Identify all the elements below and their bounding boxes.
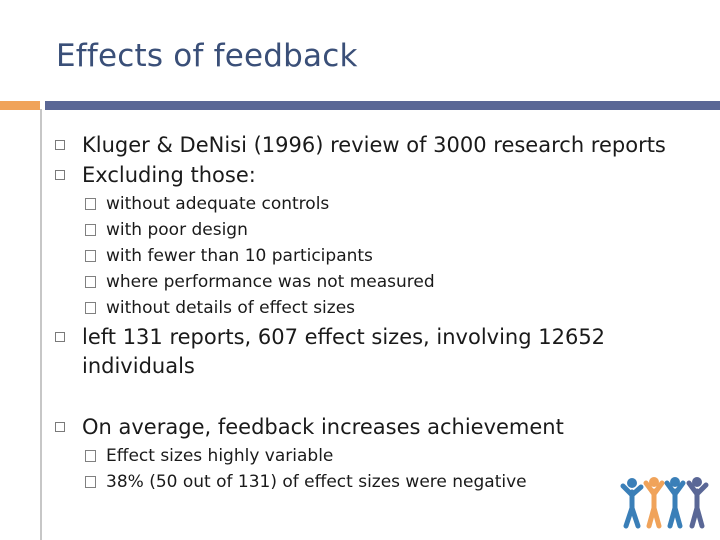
bullet-text: Excluding those: (82, 163, 256, 187)
sub-bullet-text: without details of effect sizes (106, 298, 356, 318)
bullet-text: left 131 reports, 607 effect sizes, invo… (82, 325, 606, 378)
square-bullet-icon (55, 140, 65, 150)
square-bullet-icon (85, 450, 96, 462)
square-bullet-icon (85, 476, 96, 488)
sub-bullet-text: Effect sizes highly variable (106, 446, 334, 466)
sub-bullet-item: with fewer than 10 participants (85, 243, 373, 269)
sub-bullet-text: 38% (50 out of 131) of effect sizes were… (106, 472, 527, 492)
square-bullet-icon (55, 170, 65, 180)
slide-title: Effects of feedback (56, 38, 358, 74)
sub-bullet-item: with poor design (85, 217, 248, 243)
title-rule (45, 101, 720, 110)
bullet-text: Kluger & DeNisi (1996) review of 3000 re… (82, 133, 666, 157)
square-bullet-icon (55, 422, 65, 432)
sub-bullet-text: with poor design (106, 220, 248, 240)
sub-bullet-text: with fewer than 10 participants (106, 246, 373, 266)
bullet-item: On average, feedback increases achieveme… (55, 413, 675, 442)
sub-bullet-text: without adequate controls (106, 194, 330, 214)
bullet-item: left 131 reports, 607 effect sizes, invo… (55, 323, 615, 381)
square-bullet-icon (85, 250, 96, 262)
person-figure-4 (686, 477, 709, 529)
square-bullet-icon (85, 302, 96, 314)
sub-bullet-item: where performance was not measured (85, 269, 435, 295)
sub-bullet-text: where performance was not measured (106, 272, 435, 292)
person-figure-3 (664, 477, 686, 529)
square-bullet-icon (55, 332, 65, 342)
square-bullet-icon (85, 224, 96, 236)
bullet-text: On average, feedback increases achieveme… (82, 415, 564, 439)
square-bullet-icon (85, 276, 96, 288)
square-bullet-icon (85, 198, 96, 210)
bullet-item: Excluding those: (55, 161, 675, 190)
title-rule-accent (0, 101, 40, 110)
bullet-item: Kluger & DeNisi (1996) review of 3000 re… (55, 131, 675, 160)
sub-bullet-item: without adequate controls (85, 191, 329, 217)
sub-bullet-item: Effect sizes highly variable (85, 443, 333, 469)
left-margin-line (40, 109, 42, 540)
people-group-logo (620, 477, 709, 529)
person-figure-2 (643, 477, 665, 529)
sub-bullet-item: 38% (50 out of 131) of effect sizes were… (85, 469, 527, 495)
sub-bullet-item: without details of effect sizes (85, 295, 355, 321)
person-figure-1 (620, 478, 644, 529)
